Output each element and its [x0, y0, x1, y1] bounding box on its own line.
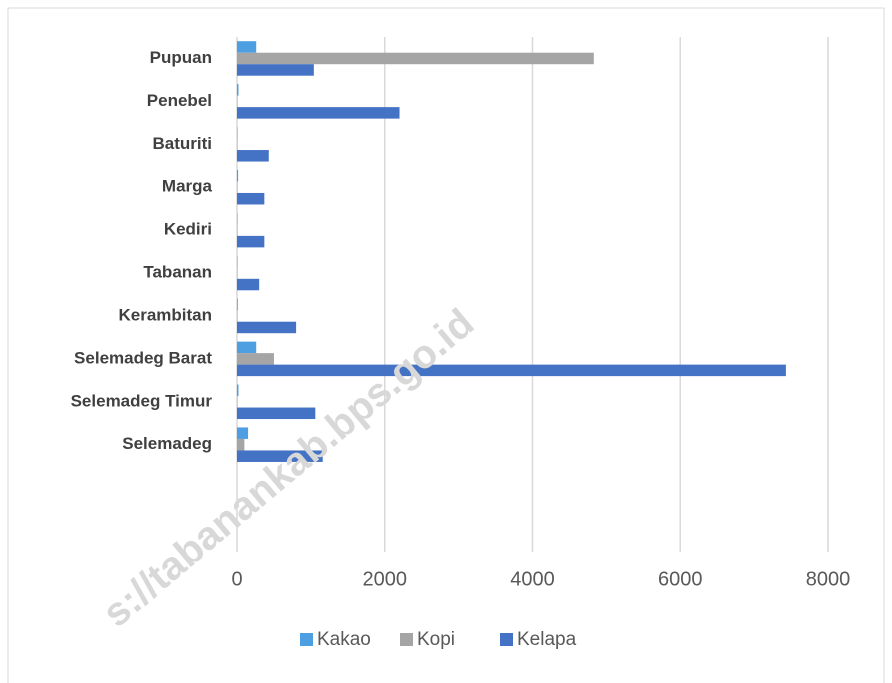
bar: [237, 321, 297, 334]
y-tick-label: Tabanan: [143, 263, 212, 282]
bar: [237, 278, 260, 291]
legend-swatch: [300, 633, 313, 646]
x-tick-label: 8000: [806, 568, 851, 590]
bar: [237, 438, 245, 451]
bar: [237, 427, 249, 439]
y-tick-label: Pupuan: [150, 48, 212, 67]
bar: [237, 107, 400, 119]
bar: [237, 235, 265, 248]
y-tick-label: Selemadeg Barat: [74, 348, 212, 367]
legend-label: Kakao: [317, 629, 371, 650]
bar: [237, 169, 239, 182]
bar: [237, 150, 269, 162]
y-tick-label: Marga: [162, 177, 213, 196]
bar: [237, 353, 274, 365]
y-tick-label: Baturiti: [153, 134, 213, 153]
bar: [237, 341, 257, 354]
x-tick-label: 6000: [658, 568, 703, 590]
bar: [237, 450, 323, 462]
y-tick-label: Selemadeg: [122, 434, 212, 453]
bar: [237, 298, 238, 311]
y-tick-label: Selemadeg Timur: [71, 391, 213, 410]
x-tick-label: 0: [231, 568, 242, 590]
x-tick-label: 4000: [510, 568, 555, 590]
bar: [237, 384, 239, 397]
bar: [237, 364, 786, 377]
legend-swatch: [400, 633, 413, 646]
chart-frame: [7, 7, 885, 683]
legend-label: Kopi: [417, 629, 455, 650]
bar: [237, 84, 239, 96]
bar: [237, 407, 316, 420]
legend-label: Kelapa: [517, 629, 577, 650]
y-tick-label: Penebel: [147, 91, 212, 110]
y-tick-label: Kediri: [164, 220, 212, 239]
bar: [237, 192, 265, 205]
y-tick-label: Kerambitan: [118, 305, 212, 324]
legend-swatch: [500, 633, 513, 646]
x-tick-label: 2000: [363, 568, 408, 590]
bar: [237, 52, 594, 65]
bar: [237, 64, 314, 76]
bar: [237, 41, 257, 53]
